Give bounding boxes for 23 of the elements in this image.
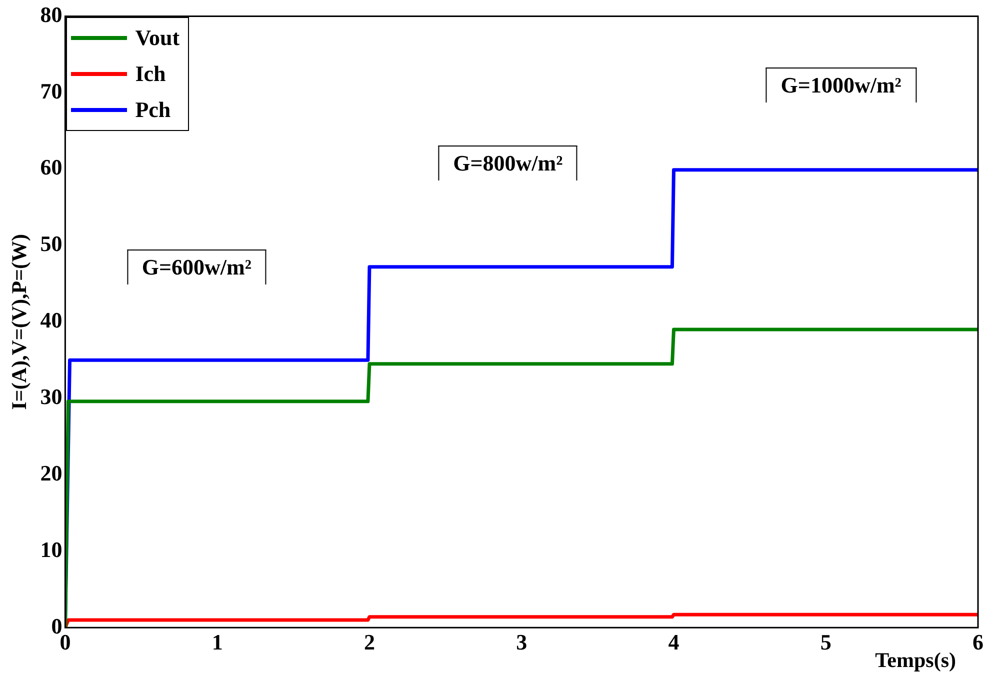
y-tick-label: 30 <box>40 384 62 410</box>
x-axis-title: Temps(s) <box>875 648 956 673</box>
y-tick-label: 80 <box>40 2 62 27</box>
x-tick-label: 4 <box>668 629 680 654</box>
y-tick-label: 50 <box>40 231 62 256</box>
y-tick-label: 10 <box>40 536 62 562</box>
legend-label: Pch <box>135 96 171 124</box>
y-tick-label: 0 <box>51 613 62 638</box>
x-tick-label: 3 <box>516 629 528 654</box>
y-tick-label: 20 <box>40 460 62 486</box>
x-tick-label: 5 <box>820 629 832 654</box>
x-tick-label: 2 <box>364 629 375 654</box>
y-tick-label: 40 <box>40 308 62 333</box>
legend-label: Ich <box>135 60 166 88</box>
y-axis-title: I=(A),V=(V),P=(W) <box>7 234 32 410</box>
y-tick-label: 60 <box>40 154 62 180</box>
x-tick-label: 1 <box>212 629 223 654</box>
y-tick-label: 70 <box>40 78 62 104</box>
legend-label: Vout <box>135 24 180 52</box>
x-tick-label: 6 <box>972 629 984 654</box>
annotation: G=800w/m² <box>438 145 578 180</box>
annotation: G=1000w/m² <box>766 68 916 103</box>
annotation: G=600w/m² <box>126 249 266 284</box>
